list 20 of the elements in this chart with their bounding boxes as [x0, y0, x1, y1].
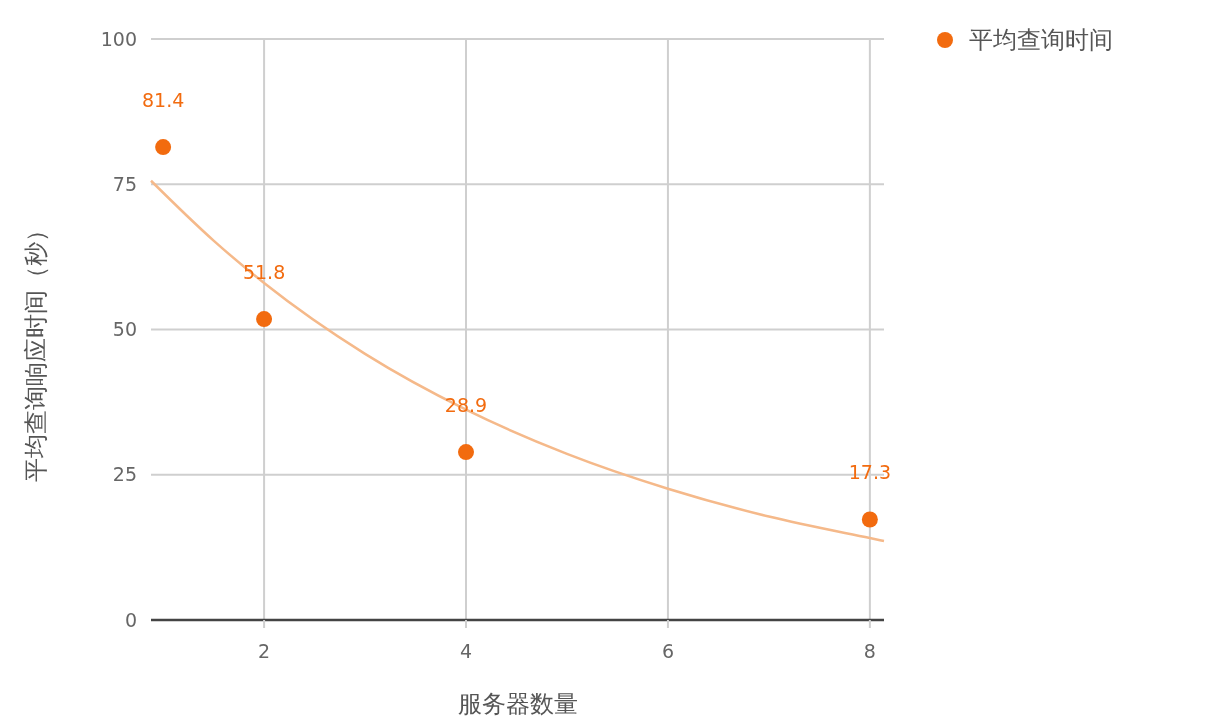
x-tick-label: 4: [459, 640, 473, 662]
data-label: 81.4: [141, 89, 185, 112]
x-tick-label: 8: [863, 640, 876, 662]
point: [458, 444, 475, 461]
y-tick-label: 75: [112, 172, 137, 195]
point: [861, 511, 878, 528]
x-tick-label: 2: [258, 640, 271, 662]
y-tick-label: 0: [124, 608, 137, 631]
data-label: 51.8: [242, 261, 286, 284]
y-tick-label: 50: [112, 318, 137, 341]
x-axis-title: 服务器数量: [457, 690, 578, 718]
y-axis-title: 平均查询响应时间（秒）: [22, 217, 50, 482]
data-label: 17.3: [848, 461, 892, 484]
y-tick-label: 25: [112, 463, 137, 486]
point: [155, 139, 172, 156]
x-tick-label: 6: [661, 640, 674, 662]
y-tick-label: 100: [100, 27, 137, 50]
point: [256, 311, 273, 328]
legend-label: 平均查询时间: [969, 26, 1113, 55]
data-label: 28.9: [444, 394, 488, 417]
